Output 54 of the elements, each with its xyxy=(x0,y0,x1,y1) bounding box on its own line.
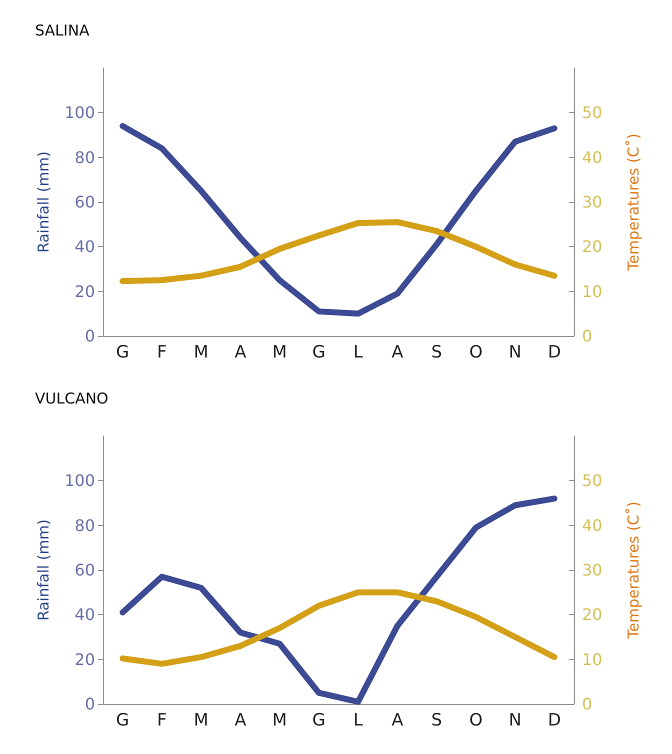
x-tick-label: F xyxy=(156,710,167,730)
x-tick-label: A xyxy=(392,710,404,730)
x-tick-label: A xyxy=(392,342,404,362)
x-tick-label: L xyxy=(353,342,364,362)
x-tick-label: M xyxy=(194,342,208,362)
y-tick-label: 20 xyxy=(74,650,95,669)
y-tick-label: 40 xyxy=(74,605,95,624)
y2-tick-label: 10 xyxy=(582,282,602,301)
y-axis-title: Rainfall (mm) xyxy=(34,151,52,253)
y-tick-label: 0 xyxy=(84,326,95,346)
x-tick-label: F xyxy=(156,342,167,362)
y-tick-label: 40 xyxy=(74,237,95,256)
y-tick-label: 0 xyxy=(84,694,95,714)
y-axis-title: Rainfall (mm) xyxy=(34,519,52,621)
y-tick-label: 80 xyxy=(74,516,95,535)
y2-tick-label: 30 xyxy=(582,560,602,580)
y2-tick-label: 10 xyxy=(582,650,602,669)
x-tick-label: O xyxy=(469,342,483,362)
y2-axis-title: Temperatures (C˚) xyxy=(624,501,642,640)
y-tick-label: 100 xyxy=(64,103,95,122)
x-tick-label: S xyxy=(431,710,442,730)
x-tick-label: G xyxy=(116,710,130,730)
x-tick-label: L xyxy=(353,710,364,730)
chart-title: SALINA xyxy=(35,22,90,40)
y2-tick-label: 20 xyxy=(582,605,602,624)
chart-title: VULCANO xyxy=(35,390,108,408)
y2-tick-label: 40 xyxy=(582,516,602,535)
x-tick-label: D xyxy=(548,710,561,730)
y2-tick-label: 0 xyxy=(582,326,592,346)
x-tick-label: M xyxy=(272,342,287,362)
x-tick-label: O xyxy=(469,710,483,730)
y2-tick-label: 50 xyxy=(582,471,602,490)
y-tick-label: 80 xyxy=(74,148,95,167)
x-tick-label: S xyxy=(431,342,442,362)
x-tick-label: G xyxy=(312,342,326,362)
x-tick-label: A xyxy=(234,342,247,362)
x-tick-label: M xyxy=(194,710,208,730)
y2-tick-label: 0 xyxy=(582,694,592,714)
y2-tick-label: 40 xyxy=(582,148,602,167)
y-tick-label: 60 xyxy=(74,192,95,212)
x-tick-label: D xyxy=(548,342,561,362)
y-tick-label: 60 xyxy=(74,560,95,580)
y2-tick-label: 20 xyxy=(582,237,602,256)
x-tick-label: N xyxy=(508,342,522,362)
x-tick-label: G xyxy=(312,710,326,730)
y2-axis-title: Temperatures (C˚) xyxy=(624,133,642,272)
x-tick-label: M xyxy=(272,710,287,730)
y2-tick-label: 30 xyxy=(582,192,602,212)
x-tick-label: N xyxy=(508,710,522,730)
y2-tick-label: 50 xyxy=(582,103,602,122)
y-tick-label: 100 xyxy=(64,471,95,490)
x-tick-label: A xyxy=(234,710,247,730)
x-tick-label: G xyxy=(116,342,130,362)
y-tick-label: 20 xyxy=(74,282,95,301)
